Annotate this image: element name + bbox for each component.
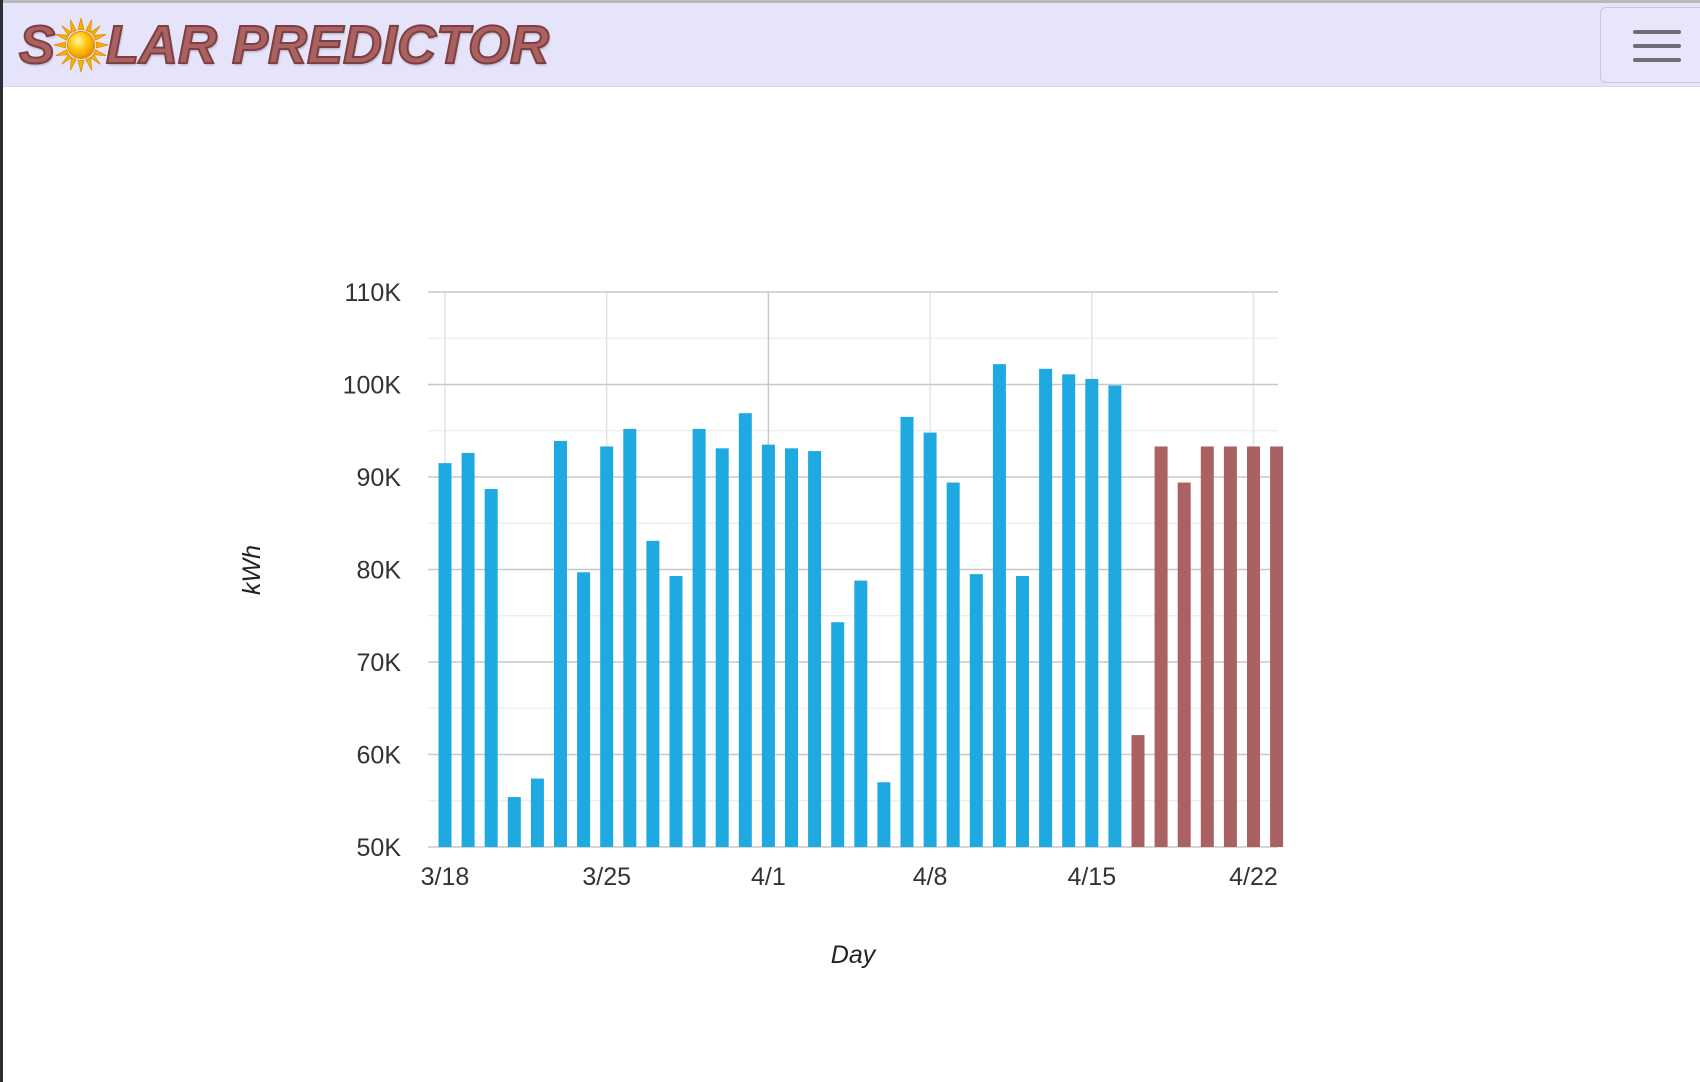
bar-actual[interactable] [715,448,729,847]
bar-actual[interactable] [507,797,521,847]
y-axis-title: kWh [238,545,266,595]
bar-actual[interactable] [1039,368,1053,847]
y-tick-label: 100K [343,372,402,400]
x-tick-label: 4/15 [1067,863,1116,891]
window-left-edge [0,0,3,1082]
bar-actual[interactable] [946,482,960,847]
bar-actual[interactable] [484,489,498,847]
x-axis-title: Day [831,941,877,969]
bar-actual[interactable] [1108,385,1122,847]
x-tick-label: 3/25 [582,863,631,891]
bar-actual[interactable] [785,448,798,847]
bar-actual[interactable] [554,440,567,847]
bar-actual[interactable] [831,622,845,847]
navbar: S [3,3,1700,87]
bar-actual[interactable] [1016,575,1029,847]
x-tick-label: 4/8 [913,863,948,891]
bar-predicted[interactable] [1270,446,1284,847]
y-tick-label: 70K [357,649,402,677]
y-tick-label: 50K [357,834,402,862]
bar-actual[interactable] [761,444,775,847]
bar-actual[interactable] [1062,374,1076,847]
y-tick-label: 60K [357,742,402,770]
bar-actual[interactable] [738,413,752,847]
bar-predicted[interactable] [1154,446,1168,847]
y-tick-label: 80K [357,557,402,585]
bar-actual[interactable] [692,428,706,847]
brand-text-end: LAR PREDICTOR [105,14,550,76]
bar-actual[interactable] [877,782,891,847]
sun-icon [53,17,109,73]
brand-logo[interactable]: S [18,11,550,79]
bar-actual[interactable] [808,451,822,847]
bar-actual[interactable] [646,540,660,847]
bar-actual[interactable] [438,463,452,847]
x-tick-label: 4/22 [1229,863,1278,891]
bar-actual[interactable] [1085,378,1099,847]
bar-actual[interactable] [600,446,614,847]
bar-actual[interactable] [669,575,683,847]
bar-predicted[interactable] [1131,735,1145,847]
bar-predicted[interactable] [1200,446,1214,847]
y-tick-label: 110K [344,279,401,307]
x-tick-label: 4/1 [751,863,786,891]
bar-actual[interactable] [923,432,937,847]
bar-predicted[interactable] [1177,482,1191,847]
bar-actual[interactable] [577,572,591,847]
bar-actual[interactable] [623,428,637,847]
bar-actual[interactable] [854,580,868,847]
bar-series [438,364,1284,847]
menu-toggle-button[interactable] [1600,7,1700,83]
bar-actual[interactable] [969,574,983,847]
bar-predicted[interactable] [1223,446,1237,847]
bar-actual[interactable] [461,452,475,847]
bar-actual[interactable] [530,778,544,847]
brand-text-start: S [18,14,56,76]
x-tick-label: 3/18 [421,863,470,891]
y-tick-labels: 50K 60K 70K 80K 90K 100K 110K [343,279,402,862]
bar-predicted[interactable] [1247,446,1260,847]
x-tick-labels: 3/18 3/25 4/1 4/8 4/15 4/22 [421,863,1278,891]
bar-actual[interactable] [900,416,914,847]
bar-actual[interactable] [992,364,1006,847]
window-top-edge [0,0,1700,3]
y-tick-label: 90K [357,464,402,492]
